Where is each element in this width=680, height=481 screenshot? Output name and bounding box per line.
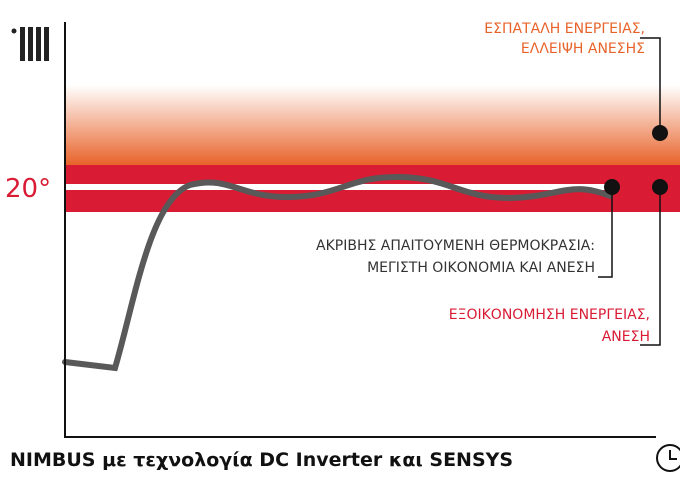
zone-label: ΑΝΕΣΗ	[602, 329, 650, 345]
waste-zone	[65, 85, 680, 165]
zone-label: ΑΚΡΙΒΗΣ ΑΠΑΙΤΟΥΜΕΝΗ ΘΕΡΜΟΚΡΑΣΙΑ:	[316, 238, 595, 254]
clock-icon	[656, 444, 680, 472]
zone-label: ΜΕΓΙΣΤΗ ΟΙΚΟΝΟΜΙΑ ΚΑΙ ΑΝΕΣΗ	[367, 260, 595, 276]
connectors	[598, 37, 661, 346]
footer-caption: NIMBUS με τεχνολογία DC Inverter και SEN…	[10, 449, 513, 471]
zone-label: ΕΣΠΑΤΑΛΗ ΕΝΕΡΓΕΙΑΣ,	[484, 21, 645, 37]
markers	[604, 125, 668, 195]
thermometer-icon	[11, 27, 49, 61]
zone-label: ΕΞΟΙΚΟΝΟΜΗΣΗ ΕΝΕΡΓΕΙΑΣ,	[449, 307, 650, 323]
zone-label: ΕΛΛΕΙΨΗ ΑΝΕΣΗΣ	[521, 41, 645, 57]
temperature-curve	[62, 173, 613, 372]
setpoint-label: 20°	[5, 174, 51, 204]
